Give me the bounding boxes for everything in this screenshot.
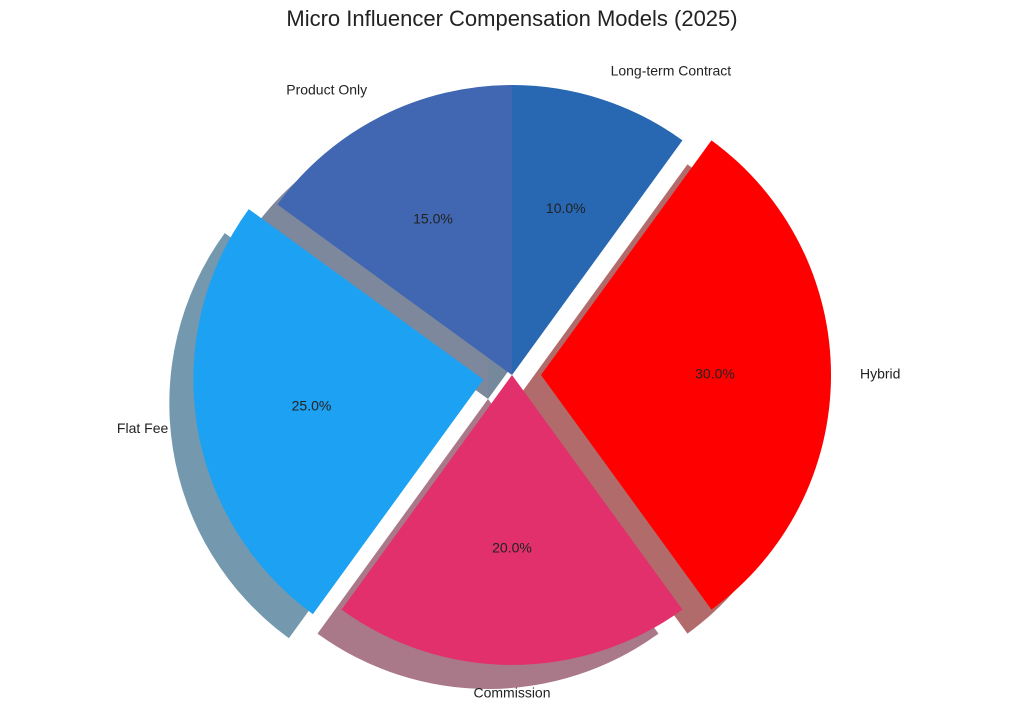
value-label: 20.0%	[492, 540, 532, 556]
value-label: 30.0%	[695, 366, 735, 382]
wedge	[541, 140, 831, 610]
wedge-label: Long-term Contract	[611, 62, 732, 78]
chart-title: Micro Influencer Compensation Models (20…	[286, 6, 737, 31]
wedge-label: Commission	[473, 685, 550, 701]
value-label: 15.0%	[413, 211, 453, 227]
wedge	[341, 375, 683, 666]
wedge	[512, 85, 683, 375]
wedge-label: Hybrid	[860, 366, 900, 382]
labels: Product Only 15.0% Flat Fee 25.0% Commission…	[117, 62, 901, 700]
value-label: 10.0%	[546, 200, 586, 216]
wedge	[277, 85, 512, 375]
wedges	[193, 85, 831, 666]
value-label: 25.0%	[292, 397, 332, 413]
wedge-label: Product Only	[286, 81, 367, 97]
wedge	[193, 209, 484, 615]
wedge-label: Flat Fee	[117, 420, 169, 436]
